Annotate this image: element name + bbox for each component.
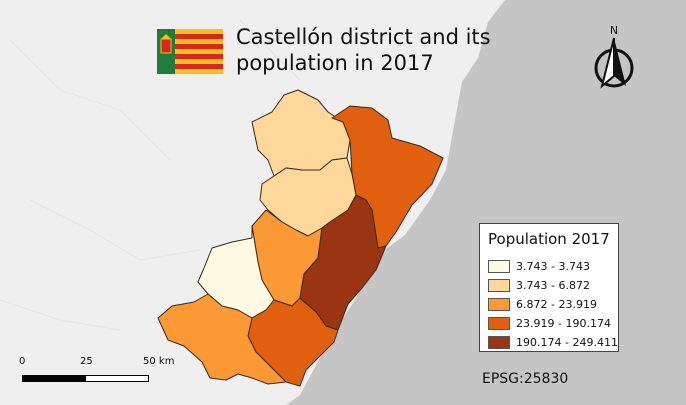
scale-segment-light — [85, 375, 149, 382]
legend: Population 2017 3.743 - 3.743 3.743 - 6.… — [479, 223, 619, 352]
terrain-lines — [0, 19, 301, 331]
scale-tick-25: 25 — [80, 356, 93, 367]
legend-label: 3.743 - 3.743 — [516, 259, 590, 273]
legend-item: 23.919 - 190.174 — [488, 314, 611, 332]
legend-swatch — [488, 335, 510, 349]
districts — [157, 89, 444, 387]
legend-item: 190.174 - 249.411 — [488, 333, 618, 351]
legend-label: 3.743 - 6.872 — [516, 278, 590, 292]
legend-label: 190.174 - 249.411 — [516, 335, 618, 349]
scale-tick-0: 0 — [19, 356, 26, 367]
map-title-line-2: population in 2017 — [236, 51, 434, 75]
legend-swatch — [488, 316, 510, 330]
legend-title: Population 2017 — [488, 230, 610, 248]
legend-item: 3.743 - 3.743 — [488, 257, 610, 275]
legend-item: 6.872 - 23.919 — [488, 295, 610, 313]
district-alto-palancia — [157, 293, 287, 385]
scale-tick-50: 50 km — [143, 356, 175, 367]
crs-label: EPSG:25830 — [482, 371, 569, 387]
legend-swatch — [488, 259, 510, 273]
legend-swatch — [488, 297, 510, 311]
legend-label: 23.919 - 190.174 — [516, 316, 611, 330]
legend-label: 6.872 - 23.919 — [516, 297, 597, 311]
north-arrow-label: N — [610, 24, 618, 37]
map-title: Castellón district and its population in… — [236, 24, 491, 76]
scale-segment-dark — [22, 375, 86, 382]
legend-swatch — [488, 278, 510, 292]
north-arrow-icon: N — [590, 22, 638, 96]
legend-item: 3.743 - 6.872 — [488, 276, 610, 294]
map-title-line-1: Castellón district and its — [236, 25, 491, 49]
valencian-community-flag-icon — [157, 29, 223, 74]
scale-bar: 0 25 50 km — [18, 356, 188, 386]
